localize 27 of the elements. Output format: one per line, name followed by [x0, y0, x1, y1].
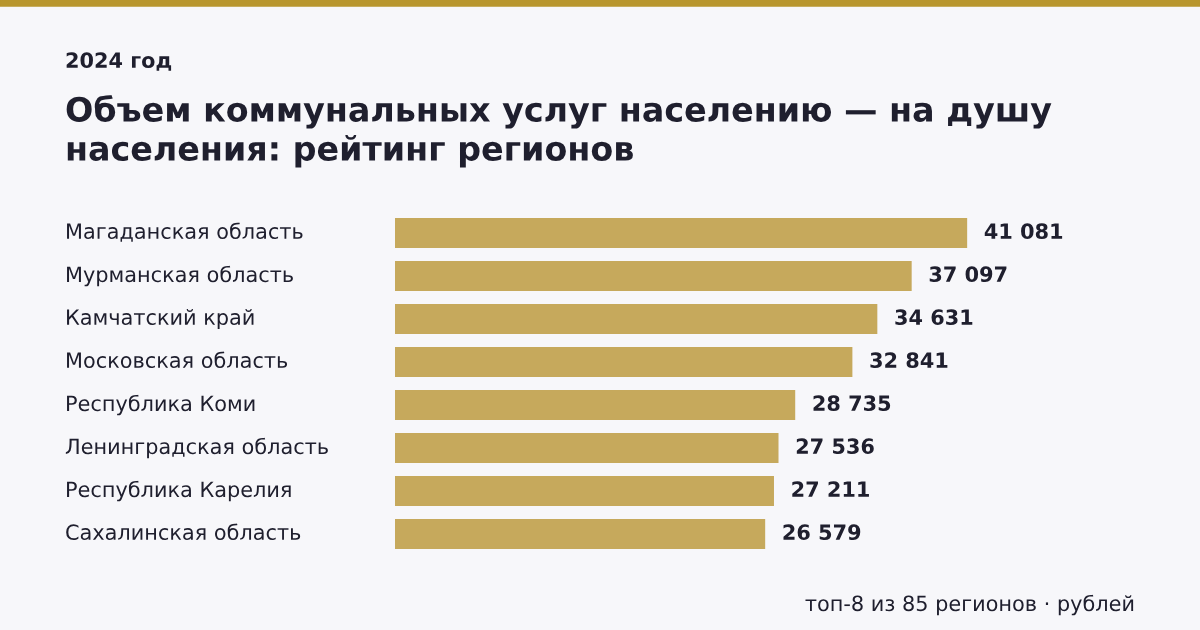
- data-label: 34 631: [895, 309, 973, 326]
- data-label: 27 536: [796, 438, 874, 455]
- bar: [395, 217, 968, 249]
- data-label: 41 081: [984, 223, 1063, 240]
- y-tick-label: Республика Карелия: [67, 480, 291, 502]
- y-tick-label: Камчатский край: [67, 309, 254, 330]
- bar: [395, 346, 853, 378]
- data-label: 27 211: [792, 481, 869, 497]
- y-tick-label: Ленинградская область: [65, 437, 328, 459]
- y-tick-label: Московская область: [67, 351, 288, 369]
- y-tick-label: Магаданская область: [67, 222, 303, 242]
- text: топ-8 из 85 регионов · рублей: [805, 594, 1134, 616]
- bar: [395, 518, 766, 550]
- y-tick-label: Республика Коми: [67, 394, 255, 416]
- data-label: 32 841: [870, 352, 948, 369]
- data-label: 26 579: [783, 524, 861, 541]
- bar: [395, 303, 878, 335]
- y-tick-label: Мурманская область: [67, 265, 293, 287]
- bar: [395, 432, 779, 464]
- bar: [395, 260, 912, 292]
- text: 2024 год: [66, 52, 172, 71]
- bar: [395, 389, 796, 421]
- chart-title: Объем коммунальных услуг населению — на душу населения: рейтинг регионов: [66, 95, 1052, 168]
- y-tick-label: Сахалинская область: [66, 523, 301, 541]
- data-label: 28 735: [813, 395, 891, 412]
- bar: [395, 475, 774, 507]
- data-label: 37 097: [929, 266, 1007, 283]
